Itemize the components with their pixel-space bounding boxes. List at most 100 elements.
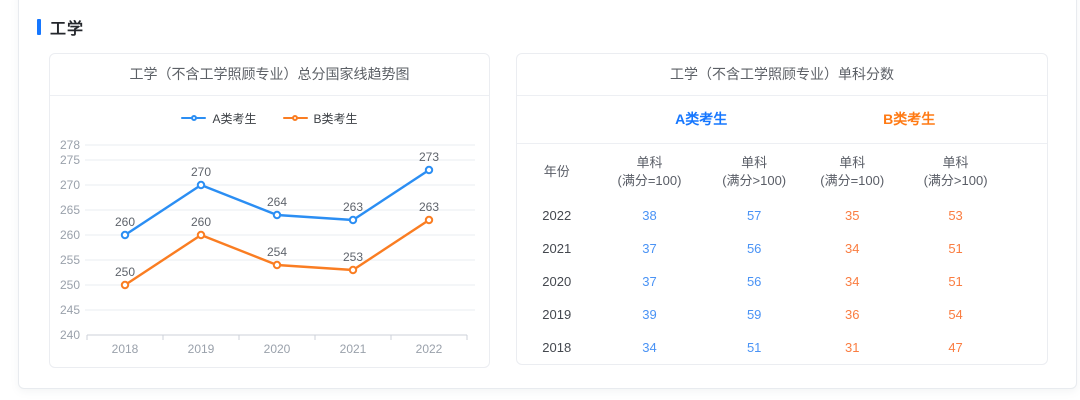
- data-point-label: 254: [267, 245, 287, 259]
- x-tick-label: 2019: [188, 342, 215, 356]
- year-cell: 2022: [542, 208, 572, 224]
- data-point-label: 263: [419, 200, 439, 214]
- row-spacer-cell: [1013, 232, 1047, 265]
- score-cell: 34: [844, 274, 860, 290]
- column-header-cell: 年份: [543, 163, 570, 179]
- y-tick-label: 240: [60, 328, 80, 342]
- section-title: 工学: [50, 21, 85, 38]
- column-header-row: 年份 单科 (满分=100) 单科 (满分>100) 单科 (满分=100) 单科 (满分>10…: [517, 143, 1047, 199]
- y-tick-label: 275: [60, 153, 80, 167]
- score-cell: 37: [642, 274, 657, 290]
- legend-item-b[interactable]: B类考生: [282, 110, 358, 127]
- data-point-label: 253: [343, 250, 363, 264]
- subject-scores-table: A类考生 B类考生年份 单科 (满分=100) 单科 (满分>100) 单科 (满分=100)…: [517, 96, 1047, 364]
- score-cell: 39: [642, 307, 657, 323]
- column-header-cell: 单科 (满分=100): [820, 154, 885, 189]
- y-tick-label: 265: [60, 203, 80, 217]
- y-tick-label: 260: [60, 228, 80, 242]
- row-spacer-cell: [1013, 298, 1047, 331]
- data-point-label: 260: [115, 215, 135, 229]
- x-tick-label: 2022: [416, 342, 443, 356]
- score-cell: 34: [844, 241, 860, 257]
- row-spacer-cell: [1013, 331, 1047, 364]
- data-point-marker: [272, 210, 282, 220]
- score-cell: 56: [746, 274, 762, 290]
- data-point-label: 263: [343, 200, 363, 214]
- y-tick-label: 245: [60, 303, 80, 317]
- legend-line-circle-icon: [282, 113, 308, 123]
- year-cell: 2020: [542, 274, 572, 290]
- series-a: 260 270 264 263 273: [115, 150, 439, 240]
- data-point-marker: [196, 180, 206, 190]
- group-spacer-cell: [1012, 96, 1047, 144]
- score-cell: 35: [844, 208, 860, 224]
- data-point-marker: [120, 280, 130, 290]
- x-tick-label: 2020: [264, 342, 291, 356]
- chart-card-title: 工学（不含工学照顾专业）总分国家线趋势图: [50, 54, 489, 96]
- score-cell: 34: [642, 340, 657, 356]
- data-point-label: 273: [419, 150, 439, 164]
- score-cell: 37: [642, 241, 657, 257]
- table-row: 2021 37 56 34 51: [517, 232, 1047, 265]
- legend-line-circle-icon: [181, 113, 207, 123]
- legend-label: A类考生: [212, 111, 257, 126]
- table-row: 2019 39 59 36 54: [517, 298, 1047, 331]
- table-card-title: 工学（不含工学照顾专业）单科分数: [517, 54, 1047, 96]
- trend-chart-card: 工学（不含工学照顾专业）总分国家线趋势图 A类考生 B类考生 240 245 250 2…: [49, 53, 490, 368]
- table-row: 2020 37 56 34 51: [517, 265, 1047, 298]
- section-accent-bar: [37, 19, 41, 35]
- y-tick-label: 250: [60, 278, 80, 292]
- score-cell: 57: [746, 208, 762, 224]
- data-point-label: 264: [267, 195, 287, 209]
- score-cell: 53: [948, 208, 963, 224]
- row-spacer-cell: [1013, 265, 1047, 298]
- group-header-row: A类考生 B类考生: [517, 96, 1047, 144]
- score-cell: 47: [948, 340, 963, 356]
- data-point-marker: [120, 230, 130, 240]
- table-row: 2022 38 57 35 53: [517, 199, 1047, 232]
- x-tick-label: 2018: [112, 342, 139, 356]
- y-tick-label: 278: [60, 138, 80, 152]
- data-point-marker: [196, 230, 206, 240]
- column-header-cell: 单科 (满分>100): [722, 154, 787, 189]
- score-cell: 54: [948, 307, 963, 323]
- data-point-label: 260: [191, 215, 211, 229]
- data-point-marker: [272, 260, 282, 270]
- score-cell: 51: [746, 340, 762, 356]
- score-cell: 51: [948, 274, 963, 290]
- subject-scores-card: 工学（不含工学照顾专业）单科分数 A类考生 B类考生年份 单科 (满分=100) 单科(…: [516, 53, 1048, 365]
- score-cell: 36: [844, 307, 860, 323]
- score-cell: 56: [746, 241, 762, 257]
- row-spacer-cell: [1013, 199, 1047, 232]
- data-point-label: 250: [115, 265, 135, 279]
- score-cell: 51: [948, 241, 963, 257]
- table-row: 2018 34 51 31 47: [517, 331, 1047, 364]
- data-point-label: 270: [191, 165, 211, 179]
- legend-item-a[interactable]: A类考生: [181, 110, 257, 127]
- data-point-marker: [348, 215, 358, 225]
- cards-row: 工学（不含工学照顾专业）总分国家线趋势图 A类考生 B类考生 240 245 250 2…: [49, 53, 1048, 368]
- year-cell: 2021: [542, 241, 572, 257]
- data-point-marker: [348, 265, 358, 275]
- year-cell: 2019: [542, 307, 572, 323]
- header-spacer-cell: [1013, 143, 1047, 199]
- engineering-section-panel: 工学 工学（不含工学照顾专业）总分国家线趋势图 A类考生 B类考生 240 245 2…: [18, 0, 1077, 389]
- data-point-marker: [424, 165, 434, 175]
- group-header-a: A类考生: [596, 96, 806, 144]
- data-point-marker: [424, 215, 434, 225]
- section-header: 工学: [37, 15, 84, 39]
- legend-label: B类考生: [313, 111, 358, 126]
- y-tick-label: 255: [60, 253, 80, 267]
- x-tick-label: 2021: [340, 342, 367, 356]
- score-cell: 38: [642, 208, 657, 224]
- y-tick-label: 270: [60, 178, 80, 192]
- group-spacer-cell: [517, 96, 597, 144]
- chart-body: A类考生 B类考生 240 245 250 255 260 265 270 275 278 2018…: [50, 108, 489, 367]
- x-axis: 2018 2019 2020 2021 2022: [86, 334, 468, 356]
- group-header-b: B类考生: [805, 96, 1013, 144]
- column-header-cell: 单科 (满分=100): [617, 154, 682, 189]
- column-header-cell: 单科 (满分>100): [923, 154, 988, 189]
- year-cell: 2018: [542, 340, 572, 356]
